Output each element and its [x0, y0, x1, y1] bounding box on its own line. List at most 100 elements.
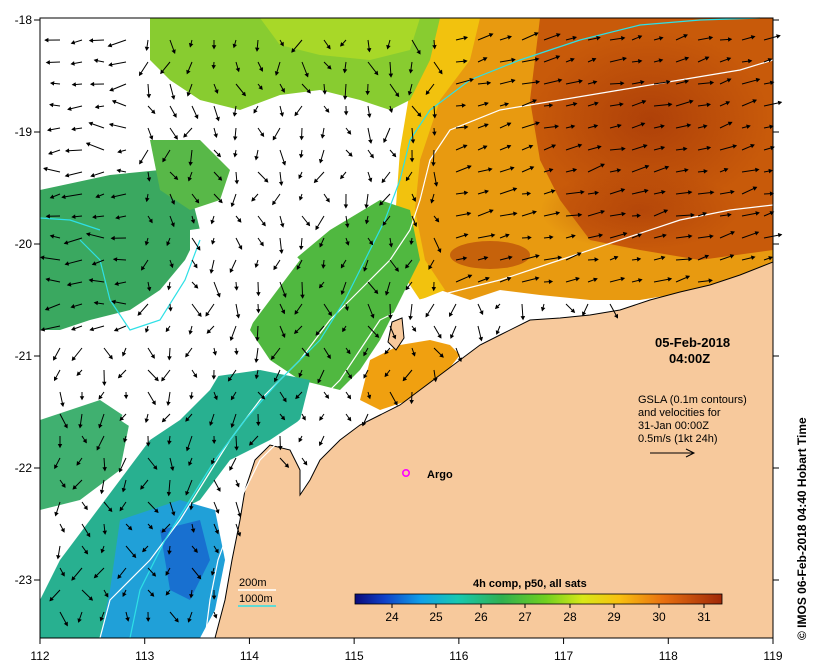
velocity-arrow-head [280, 88, 285, 93]
velocity-arrow-head [613, 255, 619, 261]
velocity-arrow-head [258, 67, 264, 72]
velocity-arrow-head [92, 214, 97, 220]
velocity-arrow-head [622, 56, 627, 62]
lon-tick-label: 113 [135, 649, 154, 663]
velocity-arrow-head [189, 395, 194, 400]
velocity-arrow-head [63, 423, 68, 429]
velocity-arrow-head [706, 102, 712, 108]
velocity-arrow-head [217, 176, 223, 181]
velocity-arrow-head [89, 326, 94, 332]
velocity-arrow-head [668, 102, 673, 107]
velocity-arrow-head [614, 313, 618, 319]
velocity-arrow-head [620, 36, 626, 41]
lon-tick-label: 112 [30, 649, 49, 663]
velocity-arrow-head [49, 81, 55, 86]
velocity-arrow-head [637, 35, 643, 40]
velocity-arrow-head [70, 40, 76, 45]
velocity-arrow-head [394, 267, 399, 272]
velocity-arrow-head [152, 465, 158, 470]
velocity-arrow-head [548, 168, 554, 173]
sst-green-mid [250, 200, 420, 390]
colorbar-tick-label: 31 [697, 610, 711, 624]
velocity-arrow-head [463, 233, 469, 238]
velocity-arrow-head [747, 58, 753, 64]
velocity-arrow-head [274, 71, 280, 76]
velocity-arrow-head [508, 255, 513, 260]
velocity-arrow-head [78, 424, 83, 429]
lat-axis: -18 -19 -20 -21 -22 -23 [15, 13, 779, 587]
velocity-arrow-head [494, 304, 500, 310]
velocity-arrow-head [660, 124, 665, 129]
velocity-arrow-head [594, 101, 599, 106]
velocity-arrow-head [532, 210, 537, 215]
velocity-arrow-head [430, 198, 435, 204]
velocity-arrow-head [326, 64, 332, 70]
velocity-arrow-head [507, 35, 512, 40]
velocity-arrow-head [437, 248, 442, 253]
velocity-arrow-head [533, 32, 539, 37]
lon-axis: 112 113 114 115 116 117 118 119 [30, 638, 783, 663]
velocity-arrow-head [232, 43, 237, 49]
velocity-arrow-head [467, 165, 472, 170]
sst-yellow-band [395, 18, 480, 300]
velocity-arrow-head [161, 417, 167, 423]
velocity-arrow-head [146, 177, 152, 182]
velocity-arrow-head [709, 234, 714, 239]
velocity-arrow-head [40, 327, 46, 332]
velocity-arrow-head [641, 99, 647, 105]
velocity-arrow-head [704, 56, 710, 61]
velocity-arrow-head [150, 354, 155, 359]
velocity-arrow-head [644, 188, 649, 194]
velocity-arrow-head [755, 167, 760, 173]
velocity-arrow-head [215, 116, 220, 122]
velocity-arrow-head [98, 423, 103, 429]
velocity-arrow-head [484, 101, 489, 107]
velocity-arrow-head [557, 255, 563, 261]
velocity-arrow-head [347, 416, 352, 422]
velocity-arrow-head [96, 445, 101, 451]
velocity-arrow-head [171, 511, 176, 516]
velocity-arrow-head [463, 190, 469, 196]
velocity-arrow-head [343, 204, 349, 209]
velocity-arrow-head [123, 394, 129, 400]
cloud-patch [230, 120, 380, 220]
velocity-arrow-head [114, 281, 119, 286]
velocity-arrow-head [185, 446, 191, 452]
velocity-arrow-head [140, 484, 145, 490]
velocity-arrow-head [209, 269, 214, 274]
velocity-arrow-head [382, 221, 387, 226]
velocity-arrow-head [296, 265, 301, 270]
velocity-arrow-head [138, 71, 144, 77]
velocity-arrow-head [710, 190, 715, 195]
velocity-arrow-head [88, 38, 94, 43]
velocity-arrow-head [111, 299, 116, 305]
velocity-arrow-head [279, 249, 284, 254]
velocity-arrow [62, 193, 83, 198]
velocity-arrow-head [638, 59, 643, 64]
velocity-arrow-head [640, 122, 646, 127]
velocity-arrow-head [93, 58, 99, 64]
velocity-arrow-head [63, 621, 68, 627]
velocity-arrow-head [149, 592, 155, 597]
velocity-arrow-head [490, 233, 496, 238]
velocity-arrow-head [102, 381, 107, 386]
velocity-arrow-head [319, 416, 324, 421]
velocity-arrow-head [342, 68, 348, 74]
velocity-arrow-head [411, 351, 416, 357]
velocity-arrow-head [165, 590, 171, 596]
velocity-arrow-head [70, 304, 76, 309]
velocity-arrow-head [457, 357, 463, 363]
velocity-arrow-head [170, 200, 175, 205]
velocity-arrow-head [197, 312, 202, 318]
velocity-arrow-head [752, 99, 758, 104]
velocity-arrow-head [379, 201, 384, 206]
velocity-arrow-head [776, 34, 781, 39]
velocity-arrow-head [439, 353, 444, 358]
velocity-arrow-head [45, 213, 50, 219]
velocity-arrow-head [660, 145, 666, 151]
velocity-arrow-head [44, 306, 50, 311]
velocity-arrow-head [102, 530, 107, 535]
velocity-arrow-head [572, 101, 578, 107]
velocity-arrow-head [71, 576, 76, 581]
velocity-arrow-head [408, 315, 413, 321]
